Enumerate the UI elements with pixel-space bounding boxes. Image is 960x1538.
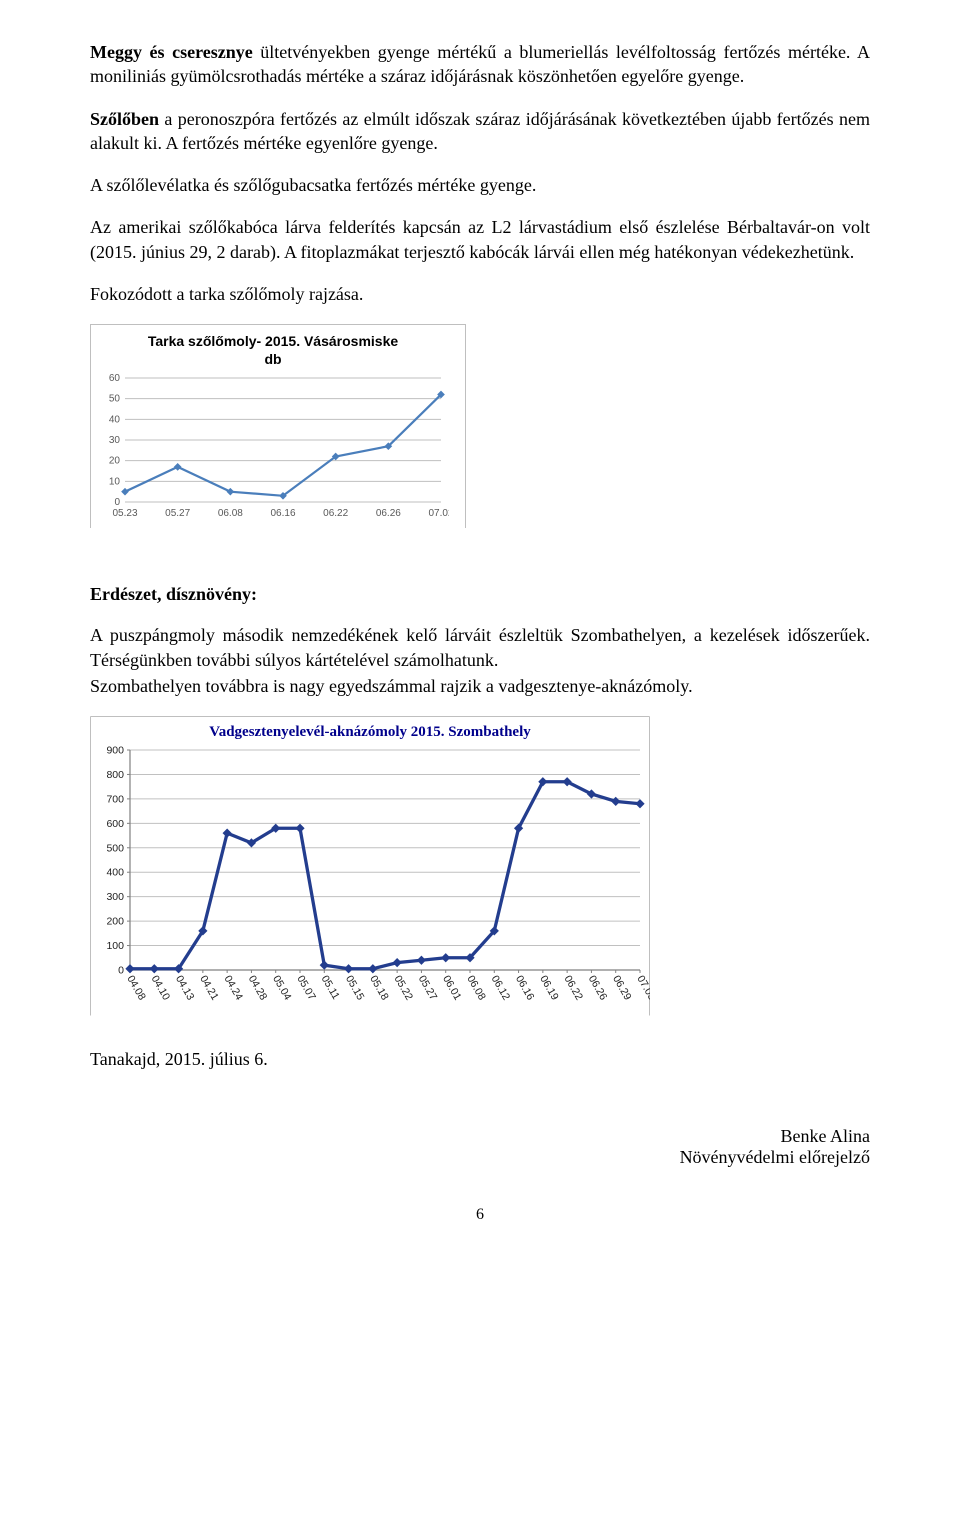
svg-text:Vadgesztenyelevél-aknázómoly 2: Vadgesztenyelevél-aknázómoly 2015. Szomb… (209, 724, 531, 740)
date-line: Tanakajd, 2015. július 6. (90, 1047, 870, 1071)
chart1-title-line1: Tarka szőlőmoly- 2015. Vásárosmiske (148, 333, 398, 349)
paragraph-rajzas: Fokozódott a tarka szőlőmoly rajzása. (90, 282, 870, 306)
chart-vadgesztenye: Vadgesztenyelevél-aknázómoly 2015. Szomb… (90, 716, 870, 1021)
text-szolo: a peronoszpóra fertőzés az elmúlt idősza… (90, 109, 870, 153)
paragraph-kaboca: Az amerikai szőlőkabóca lárva felderítés… (90, 215, 870, 264)
signature-name: Benke Alina (90, 1126, 870, 1147)
paragraph-puszpang: A puszpángmoly második nemzedékének kelő… (90, 623, 870, 672)
bold-lead-szolo: Szőlőben (90, 109, 159, 129)
svg-text:06.16: 06.16 (270, 508, 295, 519)
svg-text:60: 60 (109, 374, 121, 384)
svg-text:50: 50 (109, 394, 121, 405)
page: Meggy és cseresznye ültetvényekben gyeng… (0, 0, 960, 1264)
svg-text:40: 40 (109, 415, 121, 426)
svg-text:100: 100 (106, 940, 124, 952)
svg-text:30: 30 (109, 435, 121, 446)
chart-tarka-szolomoly: Tarka szőlőmoly- 2015. Vásárosmiske db 0… (90, 324, 466, 528)
svg-text:200: 200 (106, 916, 124, 928)
signature-role: Növényvédelmi előrejelző (90, 1147, 870, 1168)
svg-text:06.22: 06.22 (323, 508, 348, 519)
chart1-title-line2: db (264, 351, 281, 367)
svg-text:500: 500 (106, 843, 124, 855)
svg-text:10: 10 (109, 477, 121, 488)
svg-text:600: 600 (106, 818, 124, 830)
chart1-title: Tarka szőlőmoly- 2015. Vásárosmiske db (97, 333, 449, 368)
paragraph-meggy: Meggy és cseresznye ültetvényekben gyeng… (90, 40, 870, 89)
svg-text:800: 800 (106, 769, 124, 781)
svg-text:05.23: 05.23 (112, 508, 137, 519)
svg-text:0: 0 (118, 965, 124, 977)
paragraph-szolo: Szőlőben a peronoszpóra fertőzés az elmú… (90, 107, 870, 156)
bold-lead-meggy: Meggy és cseresznye (90, 42, 253, 62)
page-number: 6 (90, 1206, 870, 1224)
signature-block: Benke Alina Növényvédelmi előrejelző (90, 1126, 870, 1168)
svg-text:20: 20 (109, 456, 121, 467)
svg-text:06.08: 06.08 (218, 508, 243, 519)
svg-text:700: 700 (106, 794, 124, 806)
svg-text:300: 300 (106, 891, 124, 903)
svg-text:900: 900 (106, 745, 124, 757)
paragraph-atka: A szőlőlevélatka és szőlőgubacsatka fert… (90, 173, 870, 197)
heading-erdeszet: Erdészet, dísznövény: (90, 584, 870, 605)
svg-text:400: 400 (106, 867, 124, 879)
chart1-plot: 0 10 20 30 40 50 60 05.23 05.27 06.08 06.16 06.22 06… (97, 374, 449, 522)
svg-text:06.26: 06.26 (376, 508, 401, 519)
svg-text:0: 0 (114, 497, 120, 508)
svg-text:07.02: 07.02 (428, 508, 449, 519)
paragraph-vadgesztenye: Szombathelyen továbbra is nagy egyedszám… (90, 674, 870, 698)
svg-text:05.27: 05.27 (165, 508, 190, 519)
